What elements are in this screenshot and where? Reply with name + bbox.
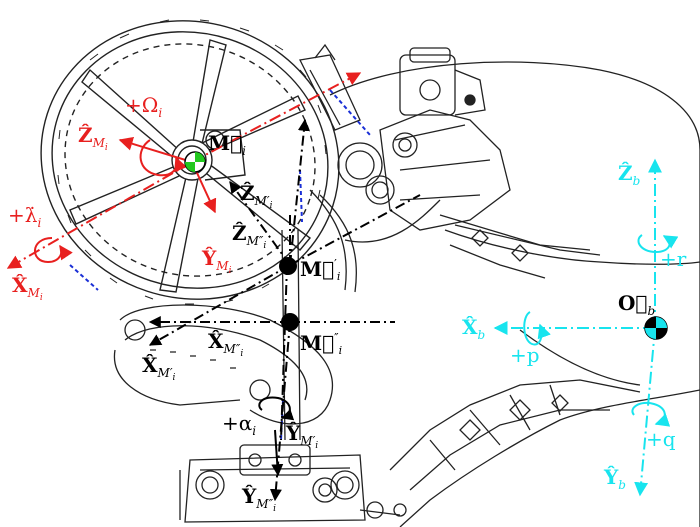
label-m-dprime-vec: M⃗″i	[300, 331, 342, 357]
label-z-b: Ẑb	[618, 161, 640, 188]
label-x-m-prime: X̂M′i	[142, 353, 176, 383]
m-dprime-point	[281, 313, 299, 331]
label-p: +p	[510, 343, 540, 367]
label-alpha: +αi	[222, 411, 256, 438]
label-q: +q	[646, 427, 676, 451]
label-lambda: +λ̇i	[8, 203, 41, 230]
label-omega: +Ωi	[125, 93, 162, 120]
label-m-vec: M⃗i	[208, 131, 246, 158]
label-z-m-prime: ẐM′i	[240, 181, 273, 211]
blue-reference-lines	[69, 89, 371, 441]
label-r: +r	[660, 247, 687, 271]
label-z-m: ẐMi	[78, 123, 108, 153]
label-z-m-dprime: ẐM″i	[232, 221, 266, 251]
axis-labels: ẐMi +Ωi +λ̇i X̂Mi ŶMi M⃗i ẐM′i ẐM″i M⃗′i…	[8, 93, 687, 514]
label-x-b: X̂b	[462, 315, 485, 342]
body-frame-axes	[493, 158, 679, 497]
label-o-b: O⃗b	[618, 291, 655, 318]
label-y-b: Ŷb	[603, 465, 626, 492]
propeller-origin-marker	[184, 151, 206, 173]
gimbal-frame-axes	[148, 118, 421, 502]
drone-frame	[113, 43, 700, 527]
origin-markers	[184, 151, 668, 340]
label-x-m: X̂Mi	[12, 273, 43, 303]
label-x-m-dprime: X̂M″i	[208, 329, 243, 359]
label-y-m: ŶMi	[201, 246, 232, 276]
body-origin-marker	[644, 316, 668, 340]
label-m-prime-vec: M⃗′i	[300, 257, 340, 283]
label-y-m-prime: ŶM′i	[285, 421, 318, 451]
m-prime-point	[279, 257, 297, 275]
label-y-m-dprime: ŶM″i	[241, 484, 276, 514]
